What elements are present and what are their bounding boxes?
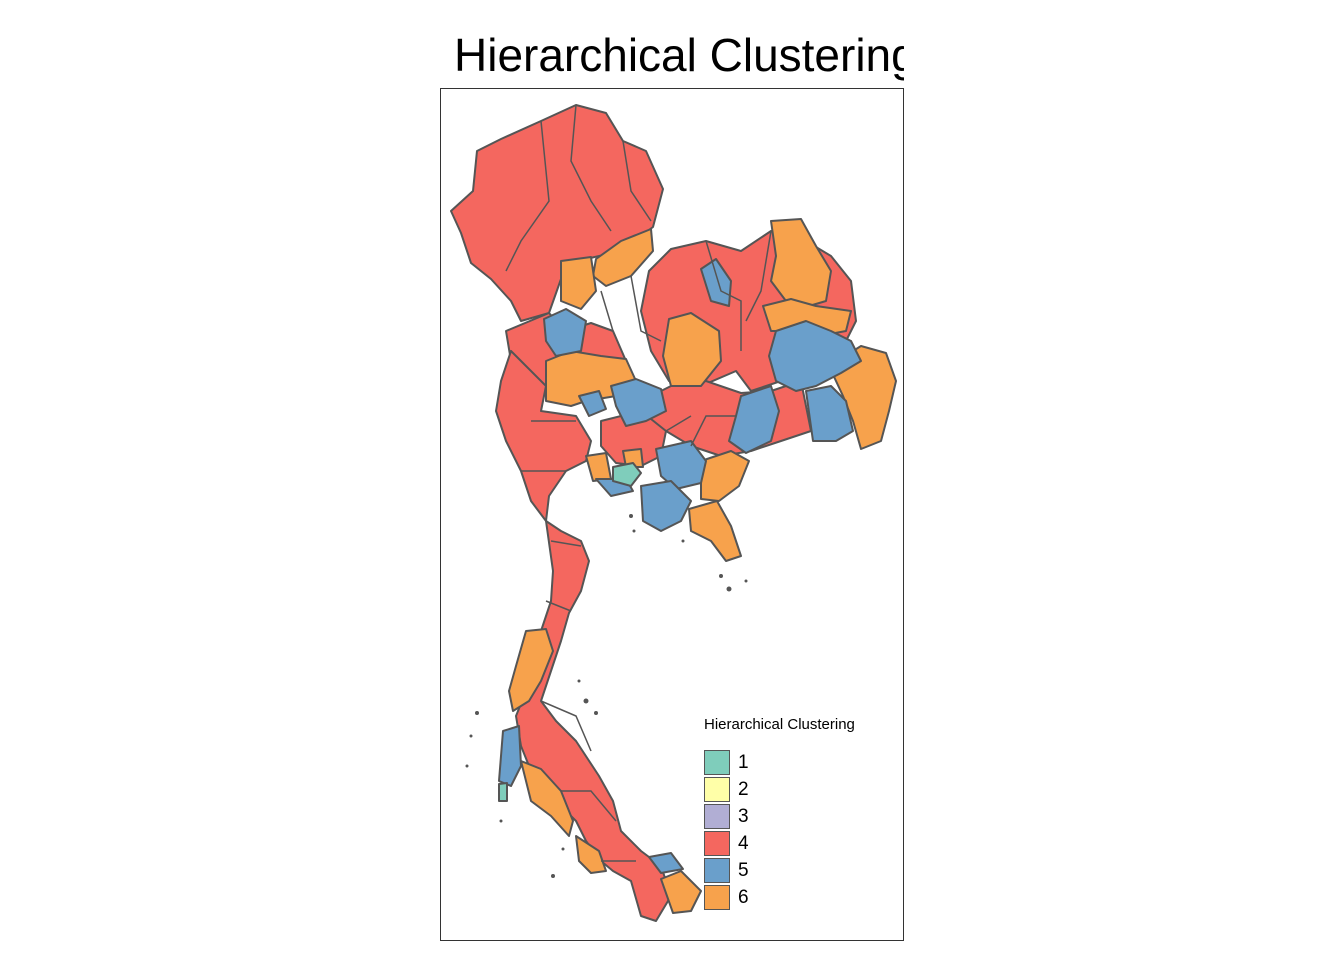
legend-swatch-4 [704,831,730,856]
region-orange-cen2 [622,448,644,468]
title-clip: Hierarchical Clustering [440,22,904,86]
legend-label: 1 [738,751,749,773]
region-blue-bkk-e [640,480,692,532]
legend-label: 3 [738,805,749,827]
region-orange-c2 [662,312,722,387]
region-blue-nw [543,308,587,357]
legend-swatch-5 [704,858,730,883]
legend-item: 4 [704,830,855,857]
region-orange-s1 [508,628,554,712]
legend-item: 2 [704,776,855,803]
region-teal-bkk [612,462,642,487]
region-north [450,104,664,322]
region-orange-s2 [520,760,574,837]
region-blue-c1 [610,378,667,427]
map-title: Hierarchical Clustering [454,29,904,81]
region-orange-se2 [688,500,742,562]
region-orange-n2 [560,256,597,310]
region-blue-isan-s [728,385,780,454]
region-orange-n1 [592,228,654,287]
region-blue-e [805,385,854,442]
legend-swatch-1 [704,750,730,775]
region-blue-s2 [648,852,684,874]
region-blue-ne2 [768,320,862,392]
region-blue-c2 [578,390,607,417]
legend-swatch-3 [704,804,730,829]
region-west [495,350,592,522]
legend: Hierarchical Clustering 1 2 3 4 5 6 [704,716,855,911]
legend-label: 4 [738,832,749,854]
region-blue-ne1 [700,258,732,307]
region-blue-s1 [498,725,522,787]
region-teal-s [498,782,508,802]
legend-swatch-2 [704,777,730,802]
region-orange-ne1 [770,218,832,307]
legend-swatch-6 [704,885,730,910]
region-isan-south [640,380,812,457]
legend-label: 6 [738,886,749,908]
legend-title: Hierarchical Clustering [704,716,855,733]
legend-item: 5 [704,857,855,884]
legend-item: 3 [704,803,855,830]
legend-label: 5 [738,859,749,881]
region-blue-c3 [655,440,707,490]
region-orange-s3 [575,835,607,874]
legend-label: 2 [738,778,749,800]
thailand-map [450,104,897,922]
region-orange-se1 [700,450,750,502]
region-orange-cen [585,452,612,482]
map-frame [440,88,904,941]
region-orange-s4 [660,870,702,914]
legend-item: 1 [704,749,855,776]
legend-item: 6 [704,884,855,911]
islands [465,514,748,878]
